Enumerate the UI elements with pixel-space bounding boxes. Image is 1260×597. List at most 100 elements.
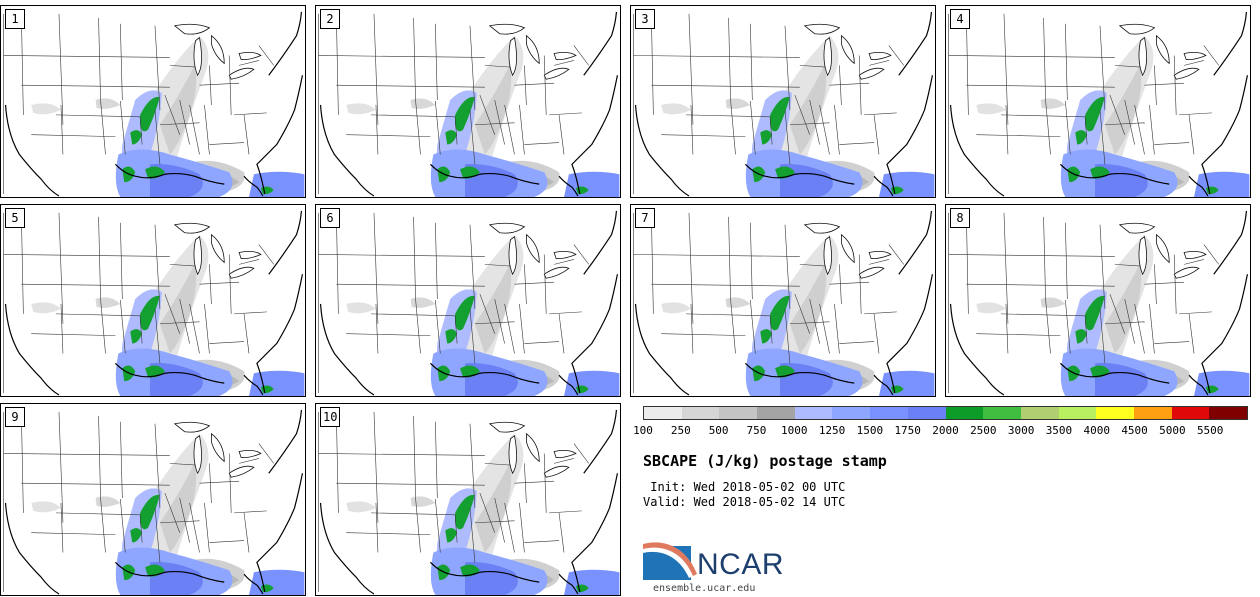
- member-map-panel: 10: [315, 403, 621, 596]
- state-border: [1109, 293, 1125, 334]
- great-lake: [543, 266, 570, 279]
- state-border: [1065, 100, 1071, 155]
- colorbar-swatch: [1209, 407, 1247, 419]
- state-border: [375, 303, 379, 354]
- state-border: [21, 413, 24, 513]
- great-lake: [173, 222, 211, 234]
- state-border: [154, 224, 161, 309]
- state-border: [258, 45, 274, 66]
- cape-contour-high: [455, 295, 475, 331]
- great-lake: [1173, 266, 1200, 279]
- state-border: [750, 100, 756, 155]
- state-border: [100, 497, 106, 553]
- state-border: [543, 453, 547, 513]
- state-border: [554, 60, 574, 66]
- state-border: [728, 216, 731, 300]
- coastline: [634, 11, 934, 197]
- great-lake: [488, 23, 526, 35]
- state-border: [633, 55, 800, 58]
- state-border: [336, 214, 339, 314]
- state-border: [819, 104, 830, 155]
- state-border: [415, 99, 421, 155]
- great-lake: [840, 34, 855, 65]
- colorbar-label: 3500: [1045, 424, 1073, 437]
- great-lake: [1183, 51, 1207, 60]
- state-border: [1005, 104, 1009, 155]
- state-border: [56, 313, 141, 317]
- cape-map: [3, 210, 305, 396]
- state-border: [169, 463, 200, 466]
- state-border: [154, 507, 161, 563]
- state-border: [371, 512, 456, 516]
- cape-map: [948, 11, 1250, 197]
- state-border: [484, 264, 515, 267]
- state-border: [1001, 114, 1086, 118]
- state-border: [789, 122, 830, 126]
- cape-contour-low: [789, 65, 827, 155]
- state-border: [159, 122, 200, 126]
- coastline: [4, 210, 304, 396]
- state-border: [209, 65, 212, 105]
- coastline: [4, 409, 304, 595]
- state-border: [573, 443, 589, 464]
- cape-map: [318, 409, 620, 595]
- cape-contour-low: [346, 103, 376, 115]
- colorbar-label: 1000: [781, 424, 808, 437]
- state-border: [3, 453, 170, 456]
- cape-contour-low: [410, 297, 436, 308]
- member-map-panel: 7: [630, 204, 936, 397]
- state-border: [794, 293, 810, 334]
- cape-contour-mid: [563, 171, 620, 197]
- state-border: [750, 23, 753, 101]
- colorbar-label: 1750: [894, 424, 921, 437]
- state-border: [209, 341, 245, 344]
- cape-map: [318, 11, 620, 197]
- cape-contour-mid: [1193, 370, 1250, 396]
- state-border: [976, 134, 1061, 137]
- state-border: [479, 94, 495, 135]
- state-border: [413, 216, 416, 300]
- cape-contour-high: [445, 528, 458, 543]
- state-border: [228, 55, 232, 115]
- cape-contour-high: [455, 96, 475, 132]
- state-border: [179, 298, 190, 344]
- state-border: [21, 84, 170, 88]
- coastline: [4, 11, 304, 197]
- state-border: [373, 212, 379, 324]
- cape-contour-low: [976, 302, 1006, 314]
- cape-contour-low: [474, 463, 512, 553]
- ncar-url: ensemble.ucar.edu: [653, 583, 756, 594]
- colorbar-swatch: [794, 407, 833, 419]
- state-border: [189, 104, 200, 155]
- member-number: 4: [950, 9, 970, 29]
- cape-map: [633, 11, 935, 197]
- cape-contour-mid: [1193, 171, 1250, 197]
- state-border: [469, 507, 476, 563]
- great-lake: [868, 250, 892, 259]
- coastline: [319, 11, 619, 197]
- state-border: [524, 142, 560, 145]
- cape-contour-high: [1075, 329, 1088, 344]
- member-number: 7: [635, 208, 655, 228]
- cape-contour-low: [95, 496, 121, 507]
- state-border: [21, 482, 170, 486]
- state-border: [199, 281, 240, 285]
- state-border: [651, 84, 800, 88]
- cape-contour-low: [159, 264, 197, 354]
- state-border: [154, 25, 161, 110]
- state-border: [504, 502, 515, 553]
- cape-map: [3, 11, 305, 197]
- great-lake: [1118, 23, 1156, 35]
- state-border: [554, 458, 574, 464]
- cape-contour-high: [455, 494, 475, 530]
- state-border: [573, 244, 589, 265]
- colorbar-swatch: [644, 407, 682, 419]
- cape-contour-high: [770, 96, 790, 132]
- state-border: [169, 65, 200, 68]
- state-border: [3, 254, 170, 257]
- state-border: [435, 421, 438, 499]
- great-lake: [193, 36, 202, 77]
- state-border: [139, 315, 143, 344]
- cape-contour-low: [95, 98, 121, 109]
- state-border: [524, 463, 527, 503]
